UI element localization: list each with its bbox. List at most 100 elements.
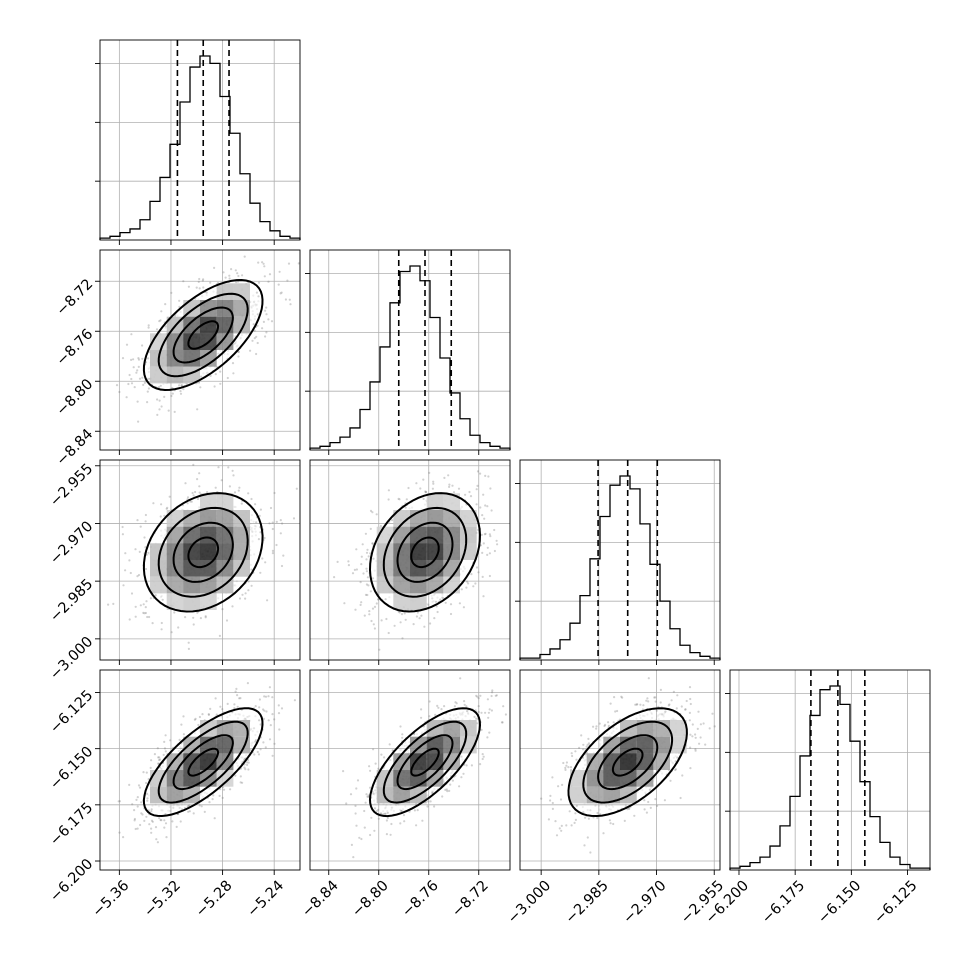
scatter-point bbox=[482, 493, 485, 496]
scatter-point bbox=[487, 711, 490, 714]
scatter-point bbox=[489, 535, 492, 538]
scatter-point bbox=[187, 810, 190, 813]
scatter-point bbox=[234, 340, 238, 343]
scatter-point bbox=[217, 352, 220, 355]
scatter-point bbox=[347, 564, 350, 567]
scatter-point bbox=[280, 707, 284, 710]
scatter-point bbox=[385, 833, 388, 836]
scatter-point bbox=[292, 517, 296, 520]
scatter-point bbox=[246, 682, 249, 685]
scatter-point bbox=[449, 612, 453, 616]
scatter-point bbox=[150, 808, 153, 811]
scatter-point bbox=[254, 733, 257, 737]
scatter-point bbox=[405, 498, 408, 501]
scatter-point bbox=[257, 295, 260, 298]
scatter-point bbox=[134, 827, 137, 831]
scatter-point bbox=[235, 687, 238, 691]
scatter-point bbox=[128, 783, 131, 787]
density-cell bbox=[460, 526, 477, 544]
scatter-point bbox=[256, 324, 259, 327]
scatter-point bbox=[424, 490, 427, 493]
scatter-point bbox=[474, 582, 477, 585]
scatter-point bbox=[452, 491, 456, 494]
scatter-point bbox=[236, 717, 240, 720]
scatter-point bbox=[475, 488, 478, 491]
scatter-point bbox=[146, 615, 149, 619]
y-tick-label: −2.970 bbox=[47, 519, 96, 568]
scatter-point bbox=[236, 694, 239, 697]
scatter-point bbox=[201, 295, 204, 298]
scatter-point bbox=[141, 344, 144, 347]
scatter-point bbox=[231, 469, 234, 472]
scatter-point bbox=[143, 381, 146, 384]
scatter-point bbox=[158, 408, 161, 411]
scatter-point bbox=[373, 569, 376, 572]
scatter-point bbox=[255, 335, 258, 338]
scatter-point bbox=[142, 771, 145, 774]
scatter-point bbox=[264, 309, 267, 312]
scatter-point bbox=[234, 342, 237, 345]
scatter-point bbox=[218, 634, 221, 638]
scatter-point bbox=[128, 559, 131, 562]
scatter-point bbox=[269, 506, 273, 510]
scatter-point bbox=[403, 612, 406, 615]
scatter-point bbox=[257, 261, 260, 264]
scatter-point bbox=[139, 604, 142, 607]
scatter-point bbox=[247, 492, 250, 495]
scatter-point bbox=[387, 631, 390, 635]
scatter-point bbox=[277, 283, 280, 286]
scatter-point bbox=[419, 487, 422, 490]
scatter-point bbox=[430, 594, 433, 597]
scatter-point bbox=[192, 463, 195, 466]
scatter-point bbox=[228, 274, 231, 277]
scatter-point bbox=[475, 566, 479, 569]
scatter-point bbox=[191, 491, 194, 495]
scatter-point bbox=[115, 384, 119, 387]
scatter-point bbox=[268, 738, 272, 741]
scatter-point bbox=[412, 623, 415, 626]
scatter-point bbox=[349, 793, 353, 796]
scatter-point bbox=[154, 803, 157, 806]
scatter-point bbox=[484, 474, 487, 477]
scatter-point bbox=[265, 313, 268, 316]
scatter-point bbox=[279, 532, 282, 535]
scatter-point bbox=[234, 713, 237, 716]
scatter-point bbox=[237, 355, 240, 358]
scatter-point bbox=[262, 741, 265, 744]
scatter-point bbox=[205, 372, 208, 375]
scatter-point bbox=[254, 534, 257, 537]
scatter-point bbox=[141, 357, 144, 360]
y-tick-label: −6.125 bbox=[47, 688, 96, 737]
panel-1-1 bbox=[305, 249, 511, 455]
scatter-point bbox=[281, 522, 284, 525]
scatter-point bbox=[213, 366, 217, 369]
scatter-point bbox=[486, 546, 489, 549]
scatter-point bbox=[373, 799, 376, 802]
scatter-point bbox=[135, 371, 138, 374]
scatter-point bbox=[228, 714, 231, 717]
scatter-point bbox=[147, 377, 150, 380]
scatter-point bbox=[117, 800, 120, 803]
scatter-point bbox=[207, 713, 210, 716]
scatter-point bbox=[360, 601, 363, 604]
scatter-point bbox=[236, 344, 239, 347]
scatter-point bbox=[431, 600, 434, 604]
scatter-point bbox=[118, 831, 121, 834]
scatter-point bbox=[213, 266, 216, 269]
scatter-point bbox=[192, 623, 195, 626]
scatter-point bbox=[488, 552, 491, 555]
scatter-point bbox=[151, 804, 154, 807]
scatter-point bbox=[144, 513, 147, 517]
scatter-point bbox=[177, 626, 180, 629]
scatter-point bbox=[253, 315, 257, 318]
scatter-point bbox=[484, 532, 487, 535]
scatter-point bbox=[150, 827, 153, 830]
scatter-point bbox=[198, 715, 201, 719]
density-cell bbox=[166, 510, 184, 527]
scatter-point bbox=[221, 708, 224, 711]
scatter-point bbox=[178, 738, 181, 742]
scatter-point bbox=[477, 571, 480, 574]
scatter-point bbox=[155, 328, 159, 331]
scatter-point bbox=[365, 551, 369, 554]
scatter-point bbox=[488, 731, 491, 734]
